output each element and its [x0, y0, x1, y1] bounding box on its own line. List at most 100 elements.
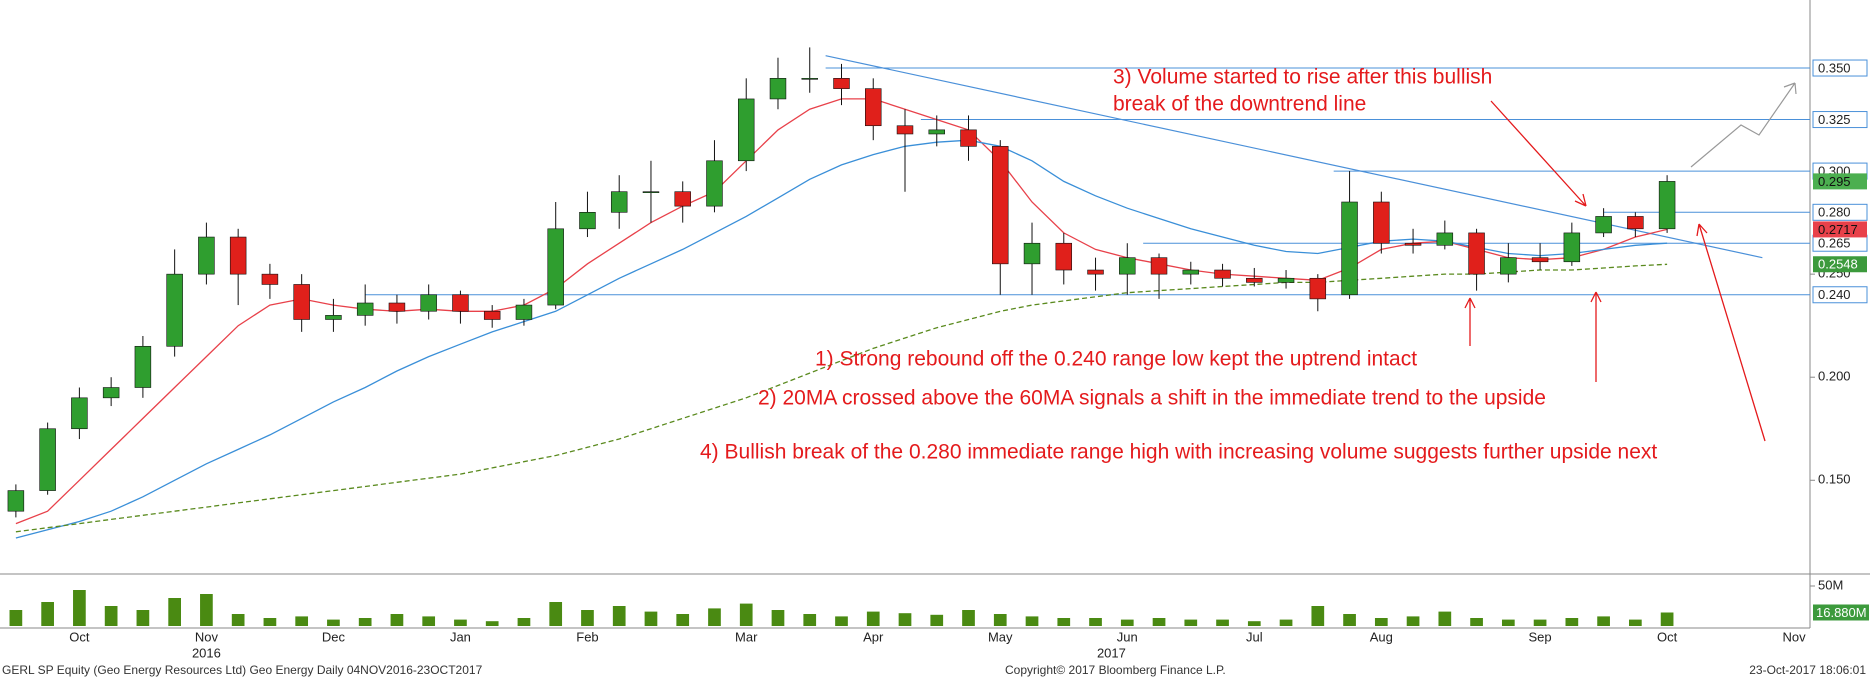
- volume-bar: [485, 621, 499, 626]
- x-tick-label: Nov: [195, 629, 219, 644]
- candle-body: [547, 228, 564, 306]
- value-marker-box: [1813, 221, 1867, 238]
- volume-bar: [1629, 619, 1642, 626]
- volume-bar: [1597, 616, 1610, 626]
- candle-body: [1468, 232, 1485, 275]
- volume-bar: [549, 602, 563, 626]
- candle-body: [1595, 216, 1612, 234]
- x-tick-label: Feb: [576, 629, 598, 644]
- x-tick-label: Oct: [1657, 629, 1678, 644]
- arrow: [1696, 223, 1766, 442]
- footer-right: 23-Oct-2017 18:06:01: [1749, 663, 1866, 677]
- footer-center: Copyright© 2017 Bloomberg Finance L.P.: [1005, 663, 1226, 677]
- volume-bar: [1025, 616, 1039, 626]
- level-label-box: [1812, 203, 1868, 221]
- candle-body: [1277, 277, 1295, 283]
- candle-body: [71, 397, 88, 430]
- candle-body: [1563, 232, 1581, 263]
- projection-arrow: [1690, 82, 1797, 168]
- candle-body: [1087, 269, 1104, 275]
- value-marker-label: 0.2548: [1818, 257, 1858, 272]
- candle-body: [674, 191, 691, 207]
- candle-body: [865, 88, 882, 127]
- year-label: 2017: [1097, 645, 1126, 660]
- volume-bar: [73, 590, 86, 626]
- candle-body: [293, 284, 310, 320]
- volume-bar: [1533, 619, 1547, 626]
- level-label: 0.240: [1818, 287, 1851, 302]
- candle-body: [134, 345, 152, 388]
- level-label: 0.280: [1818, 205, 1851, 220]
- candle-body: [229, 236, 247, 275]
- volume-bar: [771, 610, 785, 626]
- volume-bar: [327, 619, 340, 626]
- x-tick-label: Mar: [735, 629, 758, 644]
- volume-bar: [1374, 618, 1388, 626]
- x-tick-label: Apr: [863, 629, 884, 644]
- volume-tick-label: 50M: [1818, 577, 1843, 592]
- volume-bar: [993, 614, 1007, 626]
- volume-bar: [1089, 618, 1102, 626]
- candle-body: [198, 236, 215, 275]
- candle-body: [1023, 242, 1041, 265]
- candle-body: [102, 387, 120, 399]
- candle-body: [1309, 277, 1327, 300]
- volume-bar: [136, 610, 150, 626]
- candle-body: [1627, 216, 1644, 230]
- x-tick-label: Dec: [322, 629, 346, 644]
- marks: 0.3500.3250.3000.2800.2650.2400.1500.200…: [7, 47, 1869, 660]
- candle-body: [388, 302, 406, 312]
- candle-body: [610, 191, 628, 213]
- annotation: 4) Bullish break of the 0.280 immediate …: [700, 441, 1657, 464]
- candle-body: [1531, 257, 1549, 263]
- candle-body: [1055, 242, 1073, 271]
- volume-bar: [295, 616, 309, 626]
- candle-body: [1500, 257, 1517, 275]
- candle-body: [1150, 257, 1168, 275]
- candle-body: [39, 428, 56, 491]
- value-marker-label: 0.2717: [1818, 222, 1858, 237]
- volume-bar: [517, 618, 531, 626]
- candle-body: [261, 273, 279, 285]
- candle-body: [166, 273, 183, 347]
- x-tick-label: Jan: [450, 629, 471, 644]
- level-label: 0.350: [1818, 60, 1851, 75]
- annotation: 2) 20MA crossed above the 60MA signals a…: [758, 387, 1546, 410]
- volume-bar: [1120, 619, 1134, 626]
- x-tick-label: Nov: [1783, 629, 1807, 644]
- volume-last-box: [1813, 604, 1869, 621]
- volume-bar: [231, 614, 245, 626]
- x-tick-label: Sep: [1529, 629, 1552, 644]
- volume-bar: [898, 613, 912, 626]
- level-label-box: [1812, 111, 1868, 129]
- volume-bar: [962, 610, 975, 626]
- arrows: [1464, 100, 1766, 442]
- volume-bar: [1311, 606, 1325, 626]
- arrow: [1464, 297, 1476, 346]
- candle-body: [7, 490, 25, 512]
- volume-bar: [1438, 611, 1452, 626]
- candle-body: [1658, 181, 1676, 230]
- volume-bar: [644, 611, 658, 626]
- x-tick-label: Oct: [69, 629, 90, 644]
- volume-bar: [1660, 612, 1674, 626]
- candle-body: [706, 160, 723, 207]
- candle-body: [737, 98, 755, 162]
- year-label: 2016: [192, 645, 221, 660]
- volume-bar: [1152, 618, 1166, 626]
- candle-body: [325, 315, 342, 320]
- x-tick-label: Jun: [1117, 629, 1138, 644]
- volume-bar: [1343, 614, 1356, 626]
- volume-bar: [1247, 621, 1261, 626]
- volume-bar: [358, 618, 372, 626]
- candle-body: [928, 129, 945, 135]
- arrow: [1590, 291, 1602, 382]
- volume-last-label: 16.880M: [1816, 605, 1867, 620]
- volume-bar: [1057, 618, 1071, 626]
- candle-body: [515, 304, 533, 320]
- candle-body: [1246, 277, 1263, 283]
- candle-body: [833, 78, 850, 89]
- candle-body: [483, 310, 501, 320]
- annotation: break of the downtrend line: [1113, 93, 1366, 116]
